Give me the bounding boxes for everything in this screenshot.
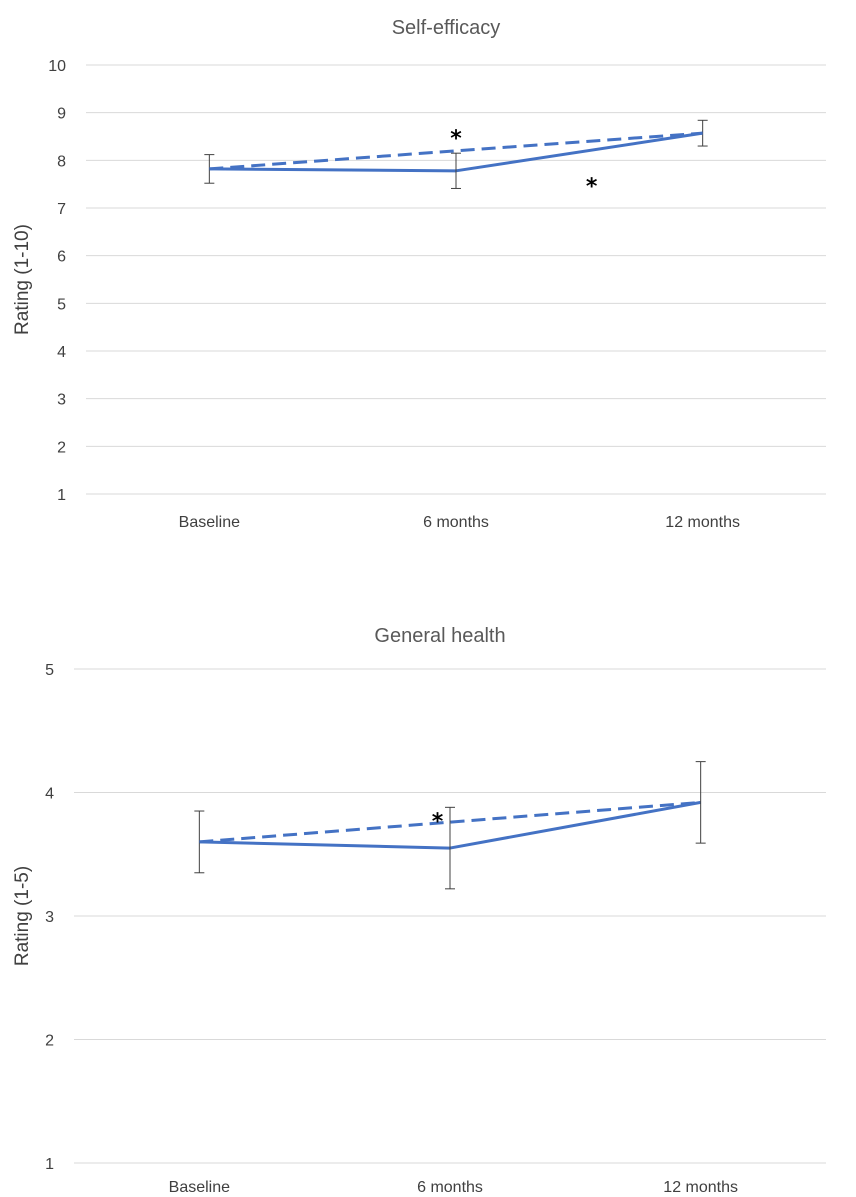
x-tick-label: Baseline <box>169 1179 230 1196</box>
x-tick-label: 6 months <box>423 514 489 531</box>
significance-marker: * <box>586 174 598 199</box>
y-tick-label: 4 <box>45 786 54 803</box>
y-axis-label: Rating (1-5) <box>12 866 33 966</box>
y-tick-label: 1 <box>45 1156 54 1173</box>
x-tick-label: 12 months <box>665 514 740 531</box>
y-tick-label: 6 <box>57 249 66 266</box>
y-tick-label: 7 <box>57 201 66 218</box>
y-tick-label: 4 <box>57 344 66 361</box>
y-axis-label: Rating (1-10) <box>12 224 33 335</box>
y-tick-label: 2 <box>57 439 66 456</box>
y-tick-label: 3 <box>57 392 66 409</box>
significance-marker: * <box>432 810 444 835</box>
y-tick-label: 1 <box>57 487 66 504</box>
x-tick-label: 12 months <box>663 1179 738 1196</box>
chart-2: 1 2 3 4 5 General health Rating (1-5) Baseline 6… <box>12 625 826 1196</box>
y-tick-label: 2 <box>45 1033 54 1050</box>
y-tick-label: 5 <box>57 296 66 313</box>
significance-marker: * <box>450 127 462 152</box>
y-tick-label: 5 <box>45 662 54 679</box>
chart-1: 1 2 3 4 5 6 7 8 9 10 Self-efficacy Rating (1-10) Bas… <box>12 17 826 531</box>
series-line-dashed <box>209 131 703 171</box>
y-tick-label: 8 <box>57 153 66 170</box>
x-tick-label: 6 months <box>417 1179 483 1196</box>
chart-title: General health <box>374 625 505 647</box>
chart-title: Self-efficacy <box>392 17 501 39</box>
y-tick-label: 10 <box>48 58 66 75</box>
y-tick-label: 9 <box>57 106 66 123</box>
x-tick-label: Baseline <box>179 514 240 531</box>
y-tick-label: 3 <box>45 909 54 926</box>
